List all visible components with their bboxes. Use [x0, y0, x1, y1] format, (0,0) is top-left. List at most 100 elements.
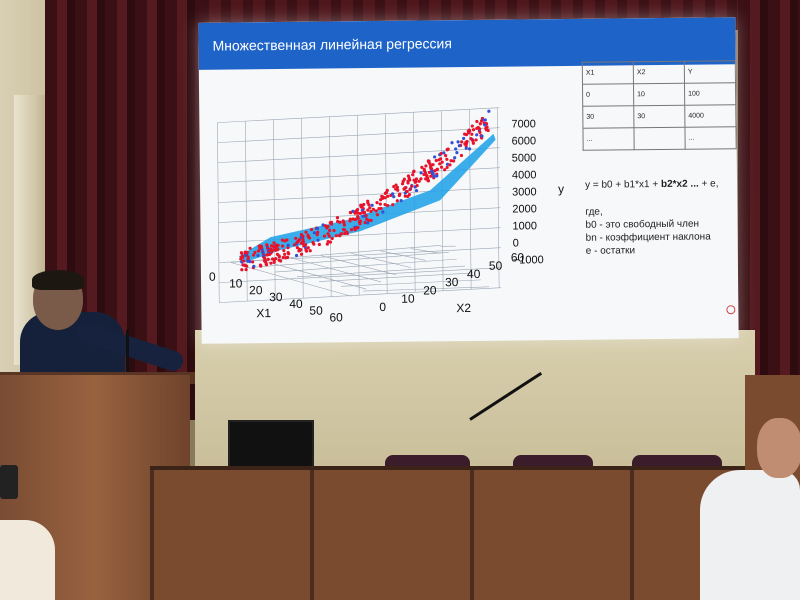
grid-line [296, 265, 465, 278]
data-point [457, 144, 461, 148]
data-point [252, 264, 256, 268]
data-point [326, 232, 330, 236]
data-point [366, 208, 370, 212]
data-point [391, 203, 395, 207]
data-point [358, 219, 363, 223]
data-point [444, 154, 448, 158]
table-header-cell: Y [684, 60, 736, 84]
3d-regression-plot: 7000 6000 5000 4000 3000 2000 1000 0 −1000 y 0 10… [209, 107, 564, 324]
data-point [425, 174, 429, 178]
data-point [256, 253, 260, 258]
data-point [371, 207, 375, 211]
x2-tick-label: 10 [401, 292, 415, 306]
data-point [361, 210, 365, 214]
table-cell: 100 [684, 82, 736, 106]
y-tick-label: 2000 [512, 203, 537, 215]
data-point [361, 214, 365, 218]
regression-plane [238, 133, 496, 263]
data-point [304, 230, 308, 234]
grid-line [357, 115, 360, 296]
data-point [240, 251, 244, 255]
grid-line [496, 107, 500, 288]
table-header-cell: X2 [633, 61, 685, 84]
data-point [440, 160, 444, 164]
data-point [370, 203, 374, 207]
data-point [315, 233, 319, 237]
data-point [398, 192, 402, 196]
data-point [438, 162, 442, 166]
data-point [277, 254, 281, 258]
data-point [439, 151, 443, 156]
data-point [415, 184, 419, 188]
data-point [414, 177, 419, 181]
data-point [474, 138, 478, 142]
data-point [427, 170, 432, 175]
y-tick-label: 1000 [512, 220, 537, 232]
data-point [420, 165, 424, 169]
data-point [369, 209, 373, 214]
data-point [403, 194, 407, 198]
x2-tick-label: 50 [489, 259, 503, 273]
y-tick-label: 0 [513, 237, 519, 249]
data-point [471, 128, 476, 132]
data-point [356, 211, 360, 215]
data-point [386, 194, 390, 198]
data-point [426, 179, 430, 183]
data-point [449, 159, 453, 163]
data-point [435, 168, 439, 172]
data-point [286, 245, 290, 250]
x2-tick-label: 0 [379, 300, 386, 314]
table-header-row: X1 X2 Y [582, 60, 736, 85]
data-point [375, 201, 379, 205]
data-point [465, 140, 469, 144]
data-point [312, 231, 317, 235]
data-point [402, 187, 406, 191]
data-point [286, 243, 290, 247]
data-point [353, 211, 357, 215]
data-point [272, 241, 276, 245]
data-point [342, 221, 346, 225]
data-point [306, 234, 310, 239]
data-point [269, 261, 273, 265]
data-point [339, 232, 344, 236]
data-point [456, 140, 460, 144]
grid-line [341, 279, 482, 287]
data-point [451, 159, 456, 163]
data-point [400, 182, 405, 186]
table-row: ... ... [582, 126, 737, 151]
data-point [368, 206, 372, 210]
grid-line [329, 116, 332, 297]
data-point [407, 193, 411, 197]
data-point [253, 250, 257, 255]
grid-line [245, 121, 248, 302]
data-point [259, 245, 264, 249]
table-row: 30 30 4000 [582, 104, 736, 129]
x2-tick-label: 40 [467, 267, 481, 281]
table-cell: 30 [633, 105, 685, 128]
data-point [348, 219, 352, 223]
data-point [422, 172, 426, 177]
data-point [424, 164, 428, 168]
grid-line [274, 258, 457, 273]
data-point [478, 122, 482, 126]
data-point [338, 220, 342, 224]
data-point [353, 217, 358, 222]
presidium-desk [150, 470, 760, 600]
table-row: 0 10 100 [582, 82, 736, 107]
phone [0, 465, 18, 499]
data-point [395, 199, 399, 203]
data-point [479, 119, 484, 123]
data-point [475, 119, 479, 124]
data-point [323, 224, 328, 228]
grid-line [301, 118, 304, 299]
table-cell: 10 [633, 83, 685, 106]
grid-line [217, 147, 500, 163]
data-point [381, 210, 385, 214]
data-point [311, 240, 315, 245]
data-point [306, 246, 310, 250]
data-point [355, 209, 359, 213]
grid-line [217, 122, 220, 303]
data-point [431, 163, 435, 167]
table-cell [633, 127, 686, 150]
data-point [286, 250, 290, 255]
